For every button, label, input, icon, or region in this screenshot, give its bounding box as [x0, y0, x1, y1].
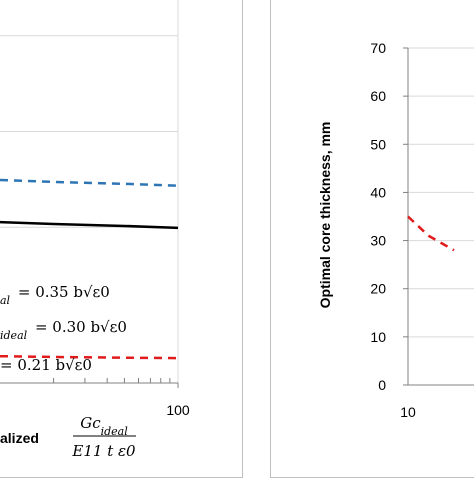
fraction-denominator: E11 t ε0 — [71, 442, 136, 460]
right-y-tick-label: 40 — [370, 184, 386, 200]
legend-entry-2-prefix: ideal — [0, 329, 28, 342]
left-chart-panel — [0, 0, 243, 478]
right-y-tick-label: 0 — [378, 377, 386, 393]
left-series-line-3 — [0, 354, 179, 360]
legend-entry-1-text: = 0.35 b√ε0 — [18, 283, 110, 301]
right-x-tick-label: 10 — [400, 404, 416, 420]
left-series-line-2 — [0, 220, 179, 230]
left-series-group — [0, 178, 179, 360]
right-y-tick-label: 10 — [370, 329, 386, 345]
legend-entry-2: ideal = 0.30 b√ε0 — [0, 318, 127, 342]
left-x-label-fraction: Gcideal E11 t ε0 — [71, 414, 136, 460]
legend-entry-3: = 0.21 b√ε0 — [0, 356, 92, 374]
legend-entry-1: al = 0.35 b√ε0 — [0, 283, 110, 307]
right-series-line-1 — [407, 215, 455, 252]
right-y-tick-label: 30 — [370, 233, 386, 249]
right-y-axis-label: Optimal core thickness, mm — [317, 122, 333, 309]
right-y-tick-label: 20 — [370, 281, 386, 297]
left-x-minor-ticks — [53, 378, 179, 388]
right-chart-panel — [270, 0, 474, 478]
right-gridlines — [403, 47, 474, 386]
right-y-tick-labels: 0 10 20 30 40 50 60 70 — [370, 40, 386, 393]
fraction-numerator: Gcideal — [80, 414, 128, 438]
legend-entry-2-text: = 0.30 b√ε0 — [35, 318, 127, 336]
right-y-tick-label: 70 — [370, 40, 386, 56]
left-x-tick-label: 100 — [166, 402, 190, 418]
right-series-group — [407, 215, 455, 252]
right-y-tick-label: 60 — [370, 88, 386, 104]
left-x-label-prefix: alized — [0, 430, 39, 446]
legend: al = 0.35 b√ε0 ideal = 0.30 b√ε0 = 0.21 … — [0, 283, 127, 374]
left-series-line-1 — [0, 178, 179, 188]
right-y-tick-label: 50 — [370, 136, 386, 152]
legend-entry-3-text: = 0.21 b√ε0 — [0, 356, 92, 374]
legend-entry-1-prefix: al — [0, 294, 11, 307]
